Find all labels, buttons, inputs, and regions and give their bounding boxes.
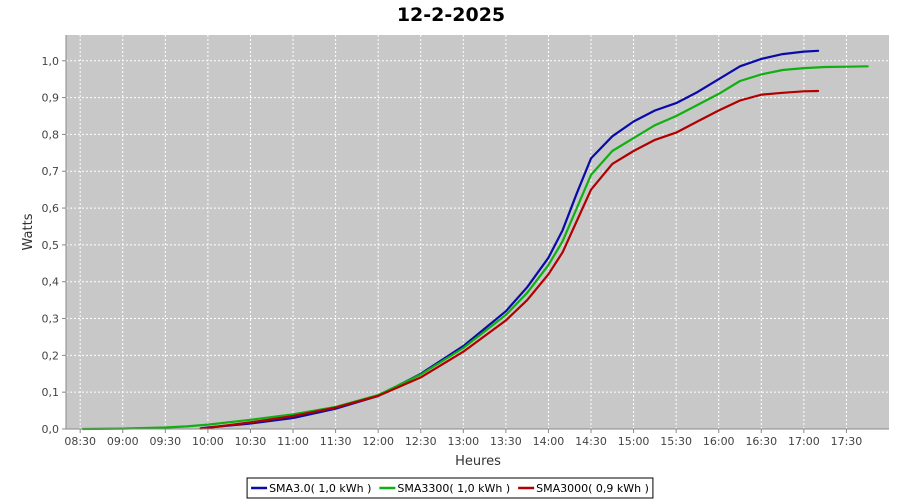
x-tick-label: 09:00 bbox=[107, 435, 139, 448]
y-tick-label: 0,6 bbox=[42, 202, 60, 215]
x-tick-label: 11:30 bbox=[320, 435, 352, 448]
y-tick-label: 0,3 bbox=[42, 313, 60, 326]
legend-label: SMA3000( 0,9 kWh ) bbox=[536, 482, 649, 495]
y-tick-label: 0,2 bbox=[42, 349, 60, 362]
y-tick-label: 0,1 bbox=[42, 386, 60, 399]
series-line-3 bbox=[199, 89, 820, 430]
series-line-2 bbox=[81, 65, 869, 431]
y-tick-label: 0,5 bbox=[42, 239, 60, 252]
grid-lines bbox=[66, 35, 889, 430]
y-tick-label: 0,4 bbox=[42, 276, 60, 289]
legend-label: SMA3300( 1,0 kWh ) bbox=[397, 482, 510, 495]
x-tick-label: 11:00 bbox=[277, 435, 309, 448]
legend-item: SMA3.0( 1,0 kWh ) bbox=[251, 482, 371, 495]
legend-label: SMA3.0( 1,0 kWh ) bbox=[269, 482, 371, 495]
x-tick-label: 15:00 bbox=[618, 435, 650, 448]
y-tick-label: 0,9 bbox=[42, 92, 60, 105]
x-tick-label: 13:00 bbox=[447, 435, 479, 448]
x-axis-label: Heures bbox=[455, 454, 501, 469]
legend-item: SMA3000( 0,9 kWh ) bbox=[518, 482, 649, 495]
y-tick-label: 0,0 bbox=[42, 423, 60, 436]
plot-area bbox=[66, 35, 889, 429]
x-tick-label: 13:30 bbox=[490, 435, 522, 448]
x-tick-label: 16:00 bbox=[703, 435, 735, 448]
x-tick-label: 12:30 bbox=[405, 435, 437, 448]
legend-box bbox=[246, 477, 654, 499]
legend: SMA3.0( 1,0 kWh ) SMA3300( 1,0 kWh ) SMA30… bbox=[246, 477, 654, 499]
x-tick-label: 12:00 bbox=[362, 435, 394, 448]
series-layer bbox=[81, 49, 869, 431]
x-tick-label: 17:30 bbox=[831, 435, 863, 448]
x-tick-label: 16:30 bbox=[745, 435, 777, 448]
x-tick-label: 09:30 bbox=[149, 435, 181, 448]
legend-item: SMA3300( 1,0 kWh ) bbox=[379, 482, 510, 495]
chart-title: 12-2-2025 bbox=[397, 4, 505, 26]
x-tick-label: 14:00 bbox=[533, 435, 565, 448]
y-tick-label: 0,7 bbox=[42, 165, 60, 178]
x-tick-label: 10:30 bbox=[235, 435, 267, 448]
x-tick-label: 17:00 bbox=[788, 435, 820, 448]
x-tick-label: 10:00 bbox=[192, 435, 224, 448]
y-axis-label: Watts bbox=[21, 213, 36, 250]
x-tick-label: 14:30 bbox=[575, 435, 607, 448]
x-tick-label: 08:30 bbox=[64, 435, 96, 448]
axes: 0,0 0,1 0,2 0,3 0,4 0,5 0,6 0,7 0,8 0,9 1,0 08:30 09… bbox=[42, 35, 889, 448]
x-tick-label: 15:30 bbox=[660, 435, 692, 448]
y-tick-label: 1,0 bbox=[42, 55, 60, 68]
y-tick-label: 0,8 bbox=[42, 128, 60, 141]
